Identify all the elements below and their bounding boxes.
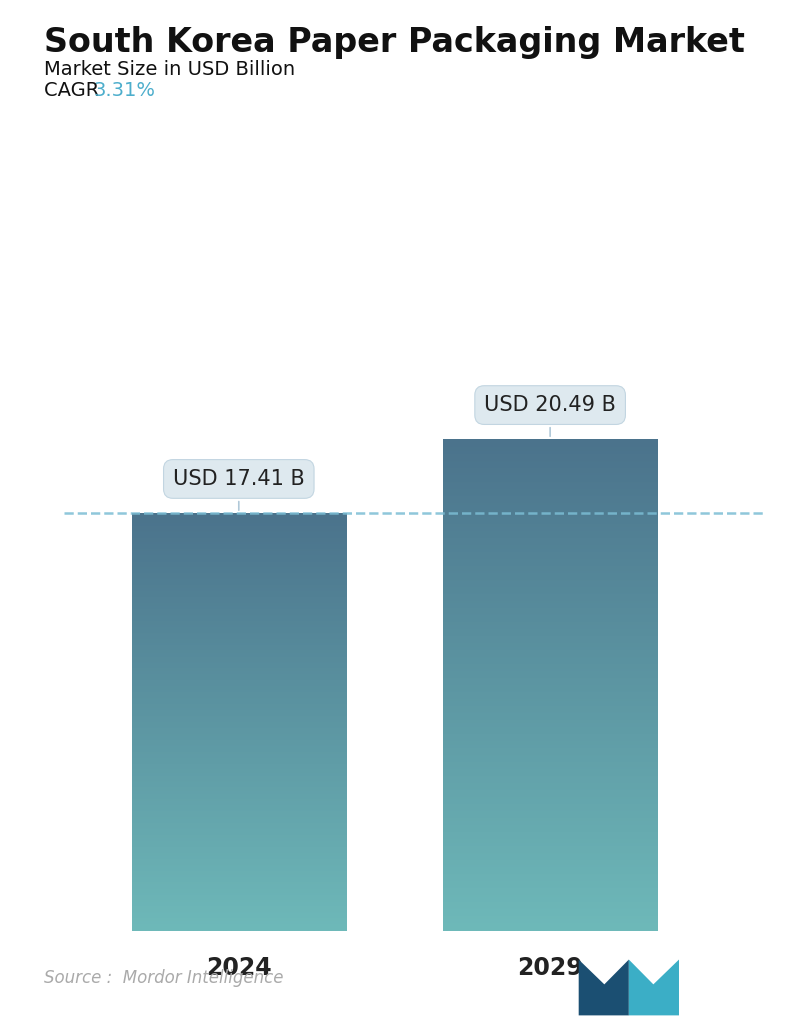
Polygon shape: [629, 960, 679, 1015]
Polygon shape: [579, 960, 629, 1015]
Text: CAGR: CAGR: [44, 81, 105, 99]
Text: USD 17.41 B: USD 17.41 B: [173, 469, 305, 510]
Text: Source :  Mordor Intelligence: Source : Mordor Intelligence: [44, 970, 283, 987]
Text: South Korea Paper Packaging Market: South Korea Paper Packaging Market: [44, 26, 744, 59]
Text: Market Size in USD Billion: Market Size in USD Billion: [44, 60, 295, 79]
Text: 3.31%: 3.31%: [93, 81, 155, 99]
Text: USD 20.49 B: USD 20.49 B: [484, 395, 616, 436]
